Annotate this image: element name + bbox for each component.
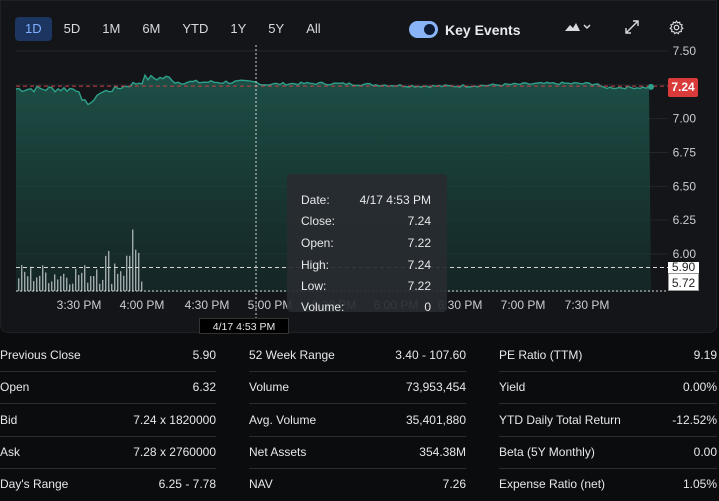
- x-tick-label: 7:00 PM: [501, 298, 546, 312]
- volume-bar: [90, 276, 92, 291]
- volume-bar: [78, 274, 80, 291]
- tooltip-row-close: Close: 7.24: [301, 214, 431, 228]
- range-tab-5y[interactable]: 5Y: [268, 21, 285, 36]
- volume-bar: [39, 275, 41, 291]
- x-tick-label: 3:30 PM: [57, 298, 102, 312]
- volume-bar: [81, 272, 83, 291]
- volume-bar: [69, 284, 71, 291]
- chart-tooltip: Date: 4/17 4:53 PM Close: 7.24 Open: 7.22 H…: [287, 174, 447, 314]
- stat-net-assets: Net Assets 354.38M: [249, 445, 466, 469]
- volume-bar: [96, 269, 98, 291]
- stat-previous-close: Previous Close 5.90: [0, 348, 216, 372]
- range-tab-ytd[interactable]: YTD: [182, 21, 209, 36]
- mountain-chart-icon[interactable]: [563, 20, 593, 37]
- volume-bar: [48, 283, 50, 291]
- current-price-dot: [648, 83, 654, 90]
- y-tick-label: 6.50: [673, 179, 697, 193]
- y-tick-label: 6.00: [673, 247, 697, 261]
- volume-bar: [135, 249, 137, 291]
- y-tick-label: 6.25: [673, 213, 697, 227]
- y-tick-label: 6.75: [673, 146, 697, 160]
- crosshair-date-chip: 4/17 4:53 PM: [199, 318, 289, 334]
- volume-bar: [60, 276, 62, 291]
- volume-bar: [66, 277, 68, 291]
- range-tab-6m[interactable]: 6M: [142, 21, 161, 36]
- stat-yield: Yield 0.00%: [499, 380, 717, 404]
- volume-bar: [72, 283, 74, 291]
- volume-bar: [99, 283, 101, 291]
- volume-bar: [54, 274, 56, 291]
- stat-52-week-range: 52 Week Range 3.40 - 107.60: [249, 348, 466, 372]
- y-tick-label: 7.50: [673, 44, 697, 58]
- x-tick-label: 4:00 PM: [120, 298, 165, 312]
- key-events-label: Key Events: [445, 22, 521, 38]
- stat-nav: NAV 7.26: [249, 477, 466, 491]
- price-line: [15, 73, 650, 106]
- stat-volume: Volume 73,953,454: [249, 380, 466, 404]
- x-tick-label: 5:00 PM: [248, 298, 293, 312]
- volume-bar: [27, 276, 29, 291]
- volume-bar: [18, 278, 20, 291]
- volume-bar: [114, 263, 116, 291]
- volume-bar: [117, 273, 119, 291]
- volume-bar: [102, 279, 104, 291]
- volume-bar: [108, 250, 110, 291]
- range-tab-all[interactable]: All: [306, 21, 321, 36]
- range-tabs: 1D 5D 1M 6M YTD 1Y 5Y All: [15, 17, 333, 41]
- stat-ytd-return: YTD Daily Total Return -12.52%: [499, 413, 717, 437]
- volume-bar: [33, 281, 35, 291]
- volume-bar: [42, 265, 44, 291]
- volume-bar: [63, 273, 65, 291]
- volume-bar: [57, 279, 59, 291]
- range-tab-5d[interactable]: 5D: [63, 21, 81, 36]
- volume-bar: [21, 265, 23, 291]
- tooltip-row-date: Date: 4/17 4:53 PM: [301, 193, 431, 207]
- stat-avg-volume: Avg. Volume 35,401,880: [249, 413, 466, 437]
- expand-icon[interactable]: [625, 20, 639, 37]
- range-tab-1m[interactable]: 1M: [102, 21, 121, 36]
- previous-close-tag: 5.90: [668, 262, 699, 273]
- volume-bar: [123, 275, 125, 291]
- volume-bar: [141, 281, 143, 291]
- volume-bar: [126, 255, 128, 291]
- volume-bar: [36, 277, 38, 291]
- stat-pe-ratio: PE Ratio (TTM) 9.19: [499, 348, 717, 372]
- stat-open: Open 6.32: [0, 380, 216, 404]
- current-price-tag: 7.24: [668, 78, 698, 97]
- volume-bar: [129, 255, 131, 291]
- range-tab-1y[interactable]: 1Y: [230, 21, 247, 36]
- stat-days-range: Day's Range 6.25 - 7.78: [0, 477, 216, 491]
- volume-bar: [51, 281, 53, 291]
- stat-bid: Bid 7.24 x 1820000: [0, 413, 216, 437]
- volume-bar: [45, 272, 47, 291]
- volume-bar: [30, 266, 32, 291]
- volume-bar: [24, 271, 26, 291]
- x-tick-label: 6:30 PM: [438, 298, 483, 312]
- tooltip-row-low: Low: 7.22: [301, 279, 431, 293]
- toggle-knob: [424, 24, 435, 35]
- key-events-toggle[interactable]: [409, 21, 438, 38]
- stat-expense-ratio: Expense Ratio (net) 1.05%: [499, 477, 717, 491]
- range-tab-1d[interactable]: 1D: [15, 17, 52, 41]
- volume-bar: [75, 268, 77, 291]
- x-tick-label: 7:30 PM: [565, 298, 610, 312]
- tooltip-row-volume: Volume: 0: [301, 300, 431, 314]
- gear-icon[interactable]: [669, 20, 684, 38]
- stat-ask: Ask 7.28 x 2760000: [0, 445, 216, 469]
- volume-bar: [138, 252, 140, 291]
- volume-bar: [132, 229, 134, 291]
- volume-bar: [93, 276, 95, 291]
- volume-bar: [120, 271, 122, 291]
- volume-bar: [84, 265, 86, 291]
- tooltip-row-high: High: 7.24: [301, 258, 431, 272]
- x-tick-label: 4:30 PM: [185, 298, 230, 312]
- stat-beta: Beta (5Y Monthly) 0.00: [499, 445, 717, 469]
- volume-bar: [105, 255, 107, 291]
- tooltip-row-open: Open: 7.22: [301, 236, 431, 250]
- volume-bar: [111, 283, 113, 291]
- low-price-tag: 5.72: [668, 273, 699, 291]
- y-tick-label: 7.00: [673, 112, 697, 126]
- volume-bar: [87, 282, 89, 291]
